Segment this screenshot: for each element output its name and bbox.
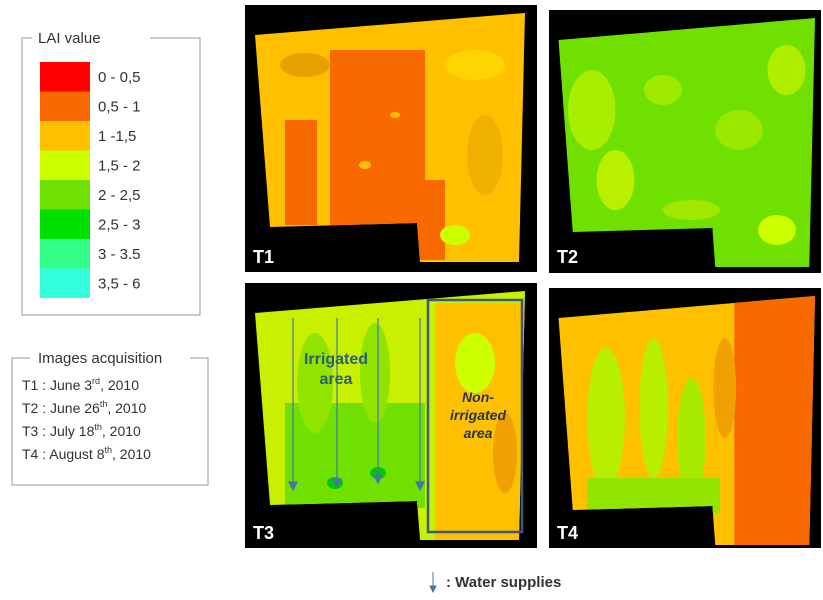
legend-swatch: [40, 180, 90, 210]
irrigated-label: Irrigated: [304, 351, 368, 368]
date-text: T2 : June 26: [22, 400, 100, 416]
panel-t1: T1: [245, 5, 537, 272]
date-text: T3 : July 18: [22, 423, 95, 439]
legend-label: 2 - 2,5: [98, 187, 141, 204]
date-text: , 2010: [107, 400, 146, 416]
acquisition-date: T1 : June 3rd, 2010: [22, 376, 139, 393]
non-irrigated-label: Non-: [462, 389, 494, 405]
page: LAI value 0 - 0,5 0,5 - 1 1 -1,5 1,5 - 2 2 -…: [0, 0, 823, 600]
water-key-arrow: [430, 572, 436, 592]
non-irrigated-label: irrigated: [450, 407, 506, 423]
date-text: , 2010: [100, 377, 139, 393]
date-superscript: th: [105, 445, 113, 455]
legend-swatch: [40, 121, 90, 151]
panel-label: T4: [557, 523, 578, 543]
date-superscript: rd: [92, 376, 100, 386]
water-key-label: : Water supplies: [446, 574, 561, 591]
date-text: , 2010: [102, 423, 141, 439]
acquisition-date: T4 : August 8th, 2010: [22, 445, 151, 462]
legend-label: 2,5 - 3: [98, 217, 141, 234]
date-superscript: th: [100, 399, 108, 409]
legend-label: 0,5 - 1: [98, 99, 141, 116]
figure: LAI value 0 - 0,5 0,5 - 1 1 -1,5 1,5 - 2 2 -…: [0, 0, 823, 595]
legend-items: 0 - 0,5 0,5 - 1 1 -1,5 1,5 - 2 2 - 2,5 2,5 - …: [40, 62, 141, 298]
date-text: T4 : August 8: [22, 446, 105, 462]
legend-label: 1 -1,5: [98, 128, 136, 145]
legend-swatch: [40, 151, 90, 181]
panel-label: T1: [253, 247, 274, 267]
legend-label: 1,5 - 2: [98, 158, 141, 175]
legend-label: 3 - 3.5: [98, 246, 141, 263]
legend-label: 3,5 - 6: [98, 276, 141, 293]
legend-swatch: [40, 62, 90, 92]
legend-swatch: [40, 269, 90, 299]
legend-label: 0 - 0,5: [98, 69, 141, 86]
acquisition-title: Images acquisition: [38, 350, 162, 367]
panel-t4: T4: [549, 288, 823, 555]
date-superscript: th: [94, 422, 102, 432]
legend-swatch: [40, 239, 90, 269]
panel-label: T2: [557, 247, 578, 267]
legend-swatch: [40, 210, 90, 240]
date-text: , 2010: [112, 446, 151, 462]
acquisition-date: T2 : June 26th, 2010: [22, 399, 146, 416]
panel-t2: T2: [549, 10, 823, 277]
legend-swatch: [40, 92, 90, 122]
irrigated-label: area: [320, 371, 353, 388]
date-text: T1 : June 3: [22, 377, 92, 393]
panel-label: T3: [253, 523, 274, 543]
acquisition-date: T3 : July 18th, 2010: [22, 422, 141, 439]
non-irrigated-label: area: [464, 425, 493, 441]
legend-title: LAI value: [38, 30, 101, 47]
